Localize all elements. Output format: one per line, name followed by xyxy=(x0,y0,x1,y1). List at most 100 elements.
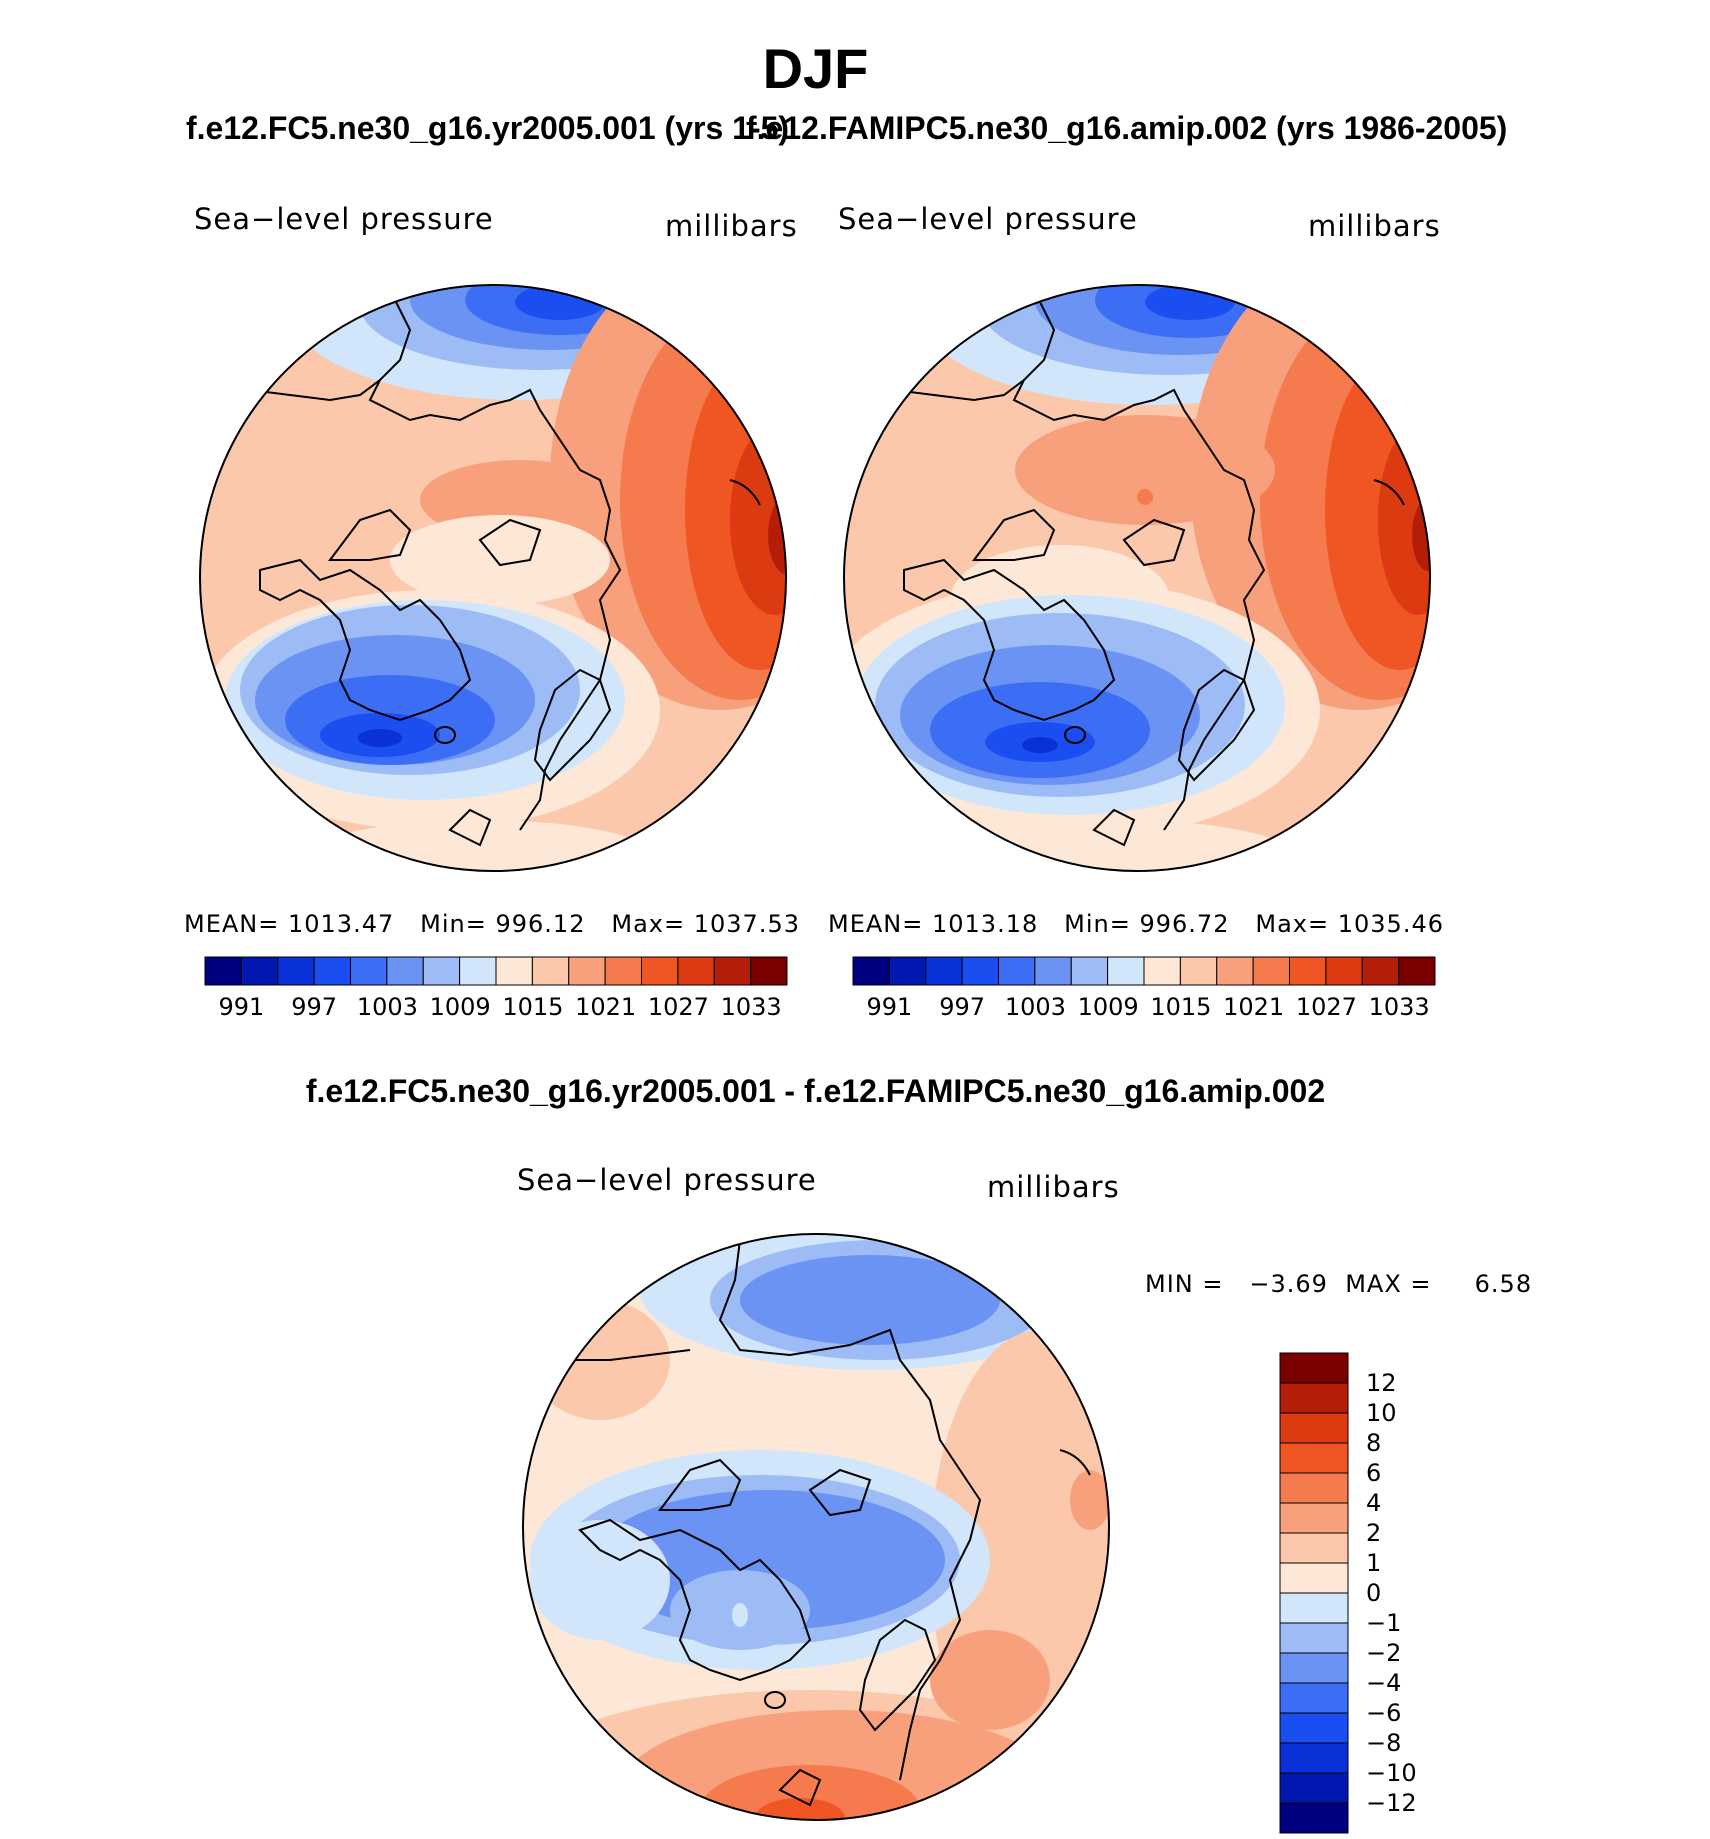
left-colorbar-swatch xyxy=(240,956,279,986)
diff-colorbar-swatch xyxy=(1279,1712,1349,1744)
left-colorbar-swatch xyxy=(641,956,679,986)
diff-colorbar-swatch xyxy=(1279,1772,1349,1804)
diff-colorbar-tick-label: 10 xyxy=(1366,1399,1397,1427)
diff-colorbar-tick-label: −2 xyxy=(1366,1639,1402,1667)
left-colorbar-swatch xyxy=(531,956,570,986)
left-colorbar-swatch xyxy=(495,956,533,986)
right-colorbar-tick-label: 1033 xyxy=(1368,993,1430,1021)
diff-colorbar-tick-label: −12 xyxy=(1366,1789,1417,1817)
right-colorbar-swatch xyxy=(1216,956,1254,986)
left-slp-map xyxy=(200,285,786,871)
left-mean-label: MEAN= xyxy=(184,910,280,938)
diff-colorbar-tick-label: −8 xyxy=(1366,1729,1402,1757)
diff-min-label: MIN = xyxy=(1145,1270,1224,1298)
left-colorbar xyxy=(204,956,788,986)
left-units-label: millibars xyxy=(665,209,798,243)
diff-slp-map xyxy=(523,1234,1109,1820)
right-variable-label: Sea−level pressure xyxy=(838,202,1138,236)
diff-units-label: millibars xyxy=(987,1170,1120,1204)
diff-max-value: 6.58 xyxy=(1474,1270,1533,1298)
diff-variable-label: Sea−level pressure xyxy=(517,1163,817,1197)
diff-colorbar-tick-label: 0 xyxy=(1366,1579,1382,1607)
diff-colorbar-swatch xyxy=(1279,1502,1349,1534)
right-colorbar-swatch xyxy=(1289,956,1327,986)
right-colorbar-tick-label: 1003 xyxy=(1004,993,1066,1021)
right-colorbar-swatch xyxy=(1070,956,1109,986)
left-min-value: 996.12 xyxy=(495,910,586,938)
diff-colorbar-swatch xyxy=(1279,1682,1349,1714)
right-mean-label: MEAN= xyxy=(828,910,924,938)
right-colorbar-swatch xyxy=(961,956,999,986)
left-colorbar-swatch xyxy=(713,956,752,986)
diff-colorbar-swatch xyxy=(1279,1622,1349,1654)
left-colorbar-swatch xyxy=(350,956,388,986)
left-colorbar-swatch xyxy=(386,956,424,986)
figure-title: DJF xyxy=(762,37,869,100)
right-units-label: millibars xyxy=(1308,209,1441,243)
diff-colorbar-swatch xyxy=(1279,1472,1349,1504)
diff-colorbar-tick-label: 8 xyxy=(1366,1429,1382,1457)
right-colorbar-swatch xyxy=(1252,956,1290,986)
left-variable-label: Sea−level pressure xyxy=(194,202,494,236)
diff-colorbar-tick-label: −1 xyxy=(1366,1609,1402,1637)
right-colorbar-swatch xyxy=(1361,956,1400,986)
diff-colorbar-swatch xyxy=(1279,1592,1349,1624)
diff-colorbar-swatch xyxy=(1279,1802,1349,1834)
left-colorbar-tick-label: 1015 xyxy=(502,993,564,1021)
right-max-value: 1035.46 xyxy=(1337,910,1444,938)
left-min-label: Min= xyxy=(420,910,487,938)
diff-colorbar-swatch xyxy=(1279,1382,1349,1414)
right-max-label: Max= xyxy=(1255,910,1330,938)
right-stats: MEAN= 1013.18 Min= 996.72 Max= 1035.46 xyxy=(828,910,1444,938)
right-min-value: 996.72 xyxy=(1139,910,1230,938)
right-mean-value: 1013.18 xyxy=(932,910,1039,938)
left-colorbar-tick-label: 1009 xyxy=(429,993,491,1021)
right-colorbar-swatch xyxy=(1143,956,1181,986)
right-colorbar-tick-label: 997 xyxy=(939,993,986,1021)
left-colorbar-swatch xyxy=(677,956,715,986)
left-colorbar-swatch xyxy=(750,956,788,986)
left-colorbar-swatch xyxy=(604,956,642,986)
right-colorbar-swatch xyxy=(888,956,927,986)
left-colorbar-tick-label: 1027 xyxy=(647,993,709,1021)
right-colorbar-swatch xyxy=(1179,956,1218,986)
diff-title: f.e12.FC5.ne30_g16.yr2005.001 - f.e12.FA… xyxy=(305,1073,1326,1109)
right-min-label: Min= xyxy=(1064,910,1131,938)
right-colorbar-swatch xyxy=(1398,956,1436,986)
diff-colorbar-tick-label: −10 xyxy=(1366,1759,1417,1787)
right-colorbar-swatch xyxy=(1325,956,1363,986)
right-colorbar-swatch xyxy=(1034,956,1072,986)
left-mean-value: 1013.47 xyxy=(288,910,395,938)
diff-colorbar-swatch xyxy=(1279,1352,1349,1384)
diff-max-label: MAX = xyxy=(1345,1270,1432,1298)
right-slp-map xyxy=(844,285,1430,871)
left-colorbar-tick-label: 997 xyxy=(291,993,338,1021)
diff-colorbar-swatch xyxy=(1279,1532,1349,1564)
left-colorbar-swatch xyxy=(568,956,606,986)
diff-colorbar-swatch xyxy=(1279,1652,1349,1684)
diff-min-value: −3.69 xyxy=(1249,1270,1328,1298)
left-colorbar-tick-label: 1003 xyxy=(356,993,418,1021)
diff-colorbar-swatch xyxy=(1279,1412,1349,1444)
diff-colorbar-tick-label: 1 xyxy=(1366,1549,1382,1577)
left-colorbar-swatch xyxy=(277,956,315,986)
diff-colorbar-swatch xyxy=(1279,1562,1349,1594)
left-colorbar-tick-label: 1033 xyxy=(720,993,782,1021)
left-colorbar-swatch xyxy=(313,956,351,986)
right-colorbar-tick-label: 1009 xyxy=(1077,993,1139,1021)
left-colorbar-tick-label: 1021 xyxy=(575,993,637,1021)
left-max-value: 1037.53 xyxy=(693,910,800,938)
right-colorbar-swatch xyxy=(925,956,963,986)
diff-colorbar-tick-label: −4 xyxy=(1366,1669,1402,1697)
left-colorbar-tick-label: 991 xyxy=(218,993,265,1021)
diff-colorbar-tick-label: −6 xyxy=(1366,1699,1402,1727)
left-colorbar-swatch xyxy=(204,956,242,986)
diff-colorbar-swatch xyxy=(1279,1442,1349,1474)
diff-stats: MIN = −3.69 MAX = 6.58 xyxy=(1145,1270,1532,1298)
right-colorbar-tick-label: 1021 xyxy=(1223,993,1285,1021)
right-colorbar-swatch xyxy=(998,956,1036,986)
left-colorbar-swatch xyxy=(422,956,461,986)
right-case-title: f.e12.FAMIPC5.ne30_g16.amip.002 (yrs 198… xyxy=(746,110,1508,146)
right-colorbar xyxy=(852,956,1436,986)
